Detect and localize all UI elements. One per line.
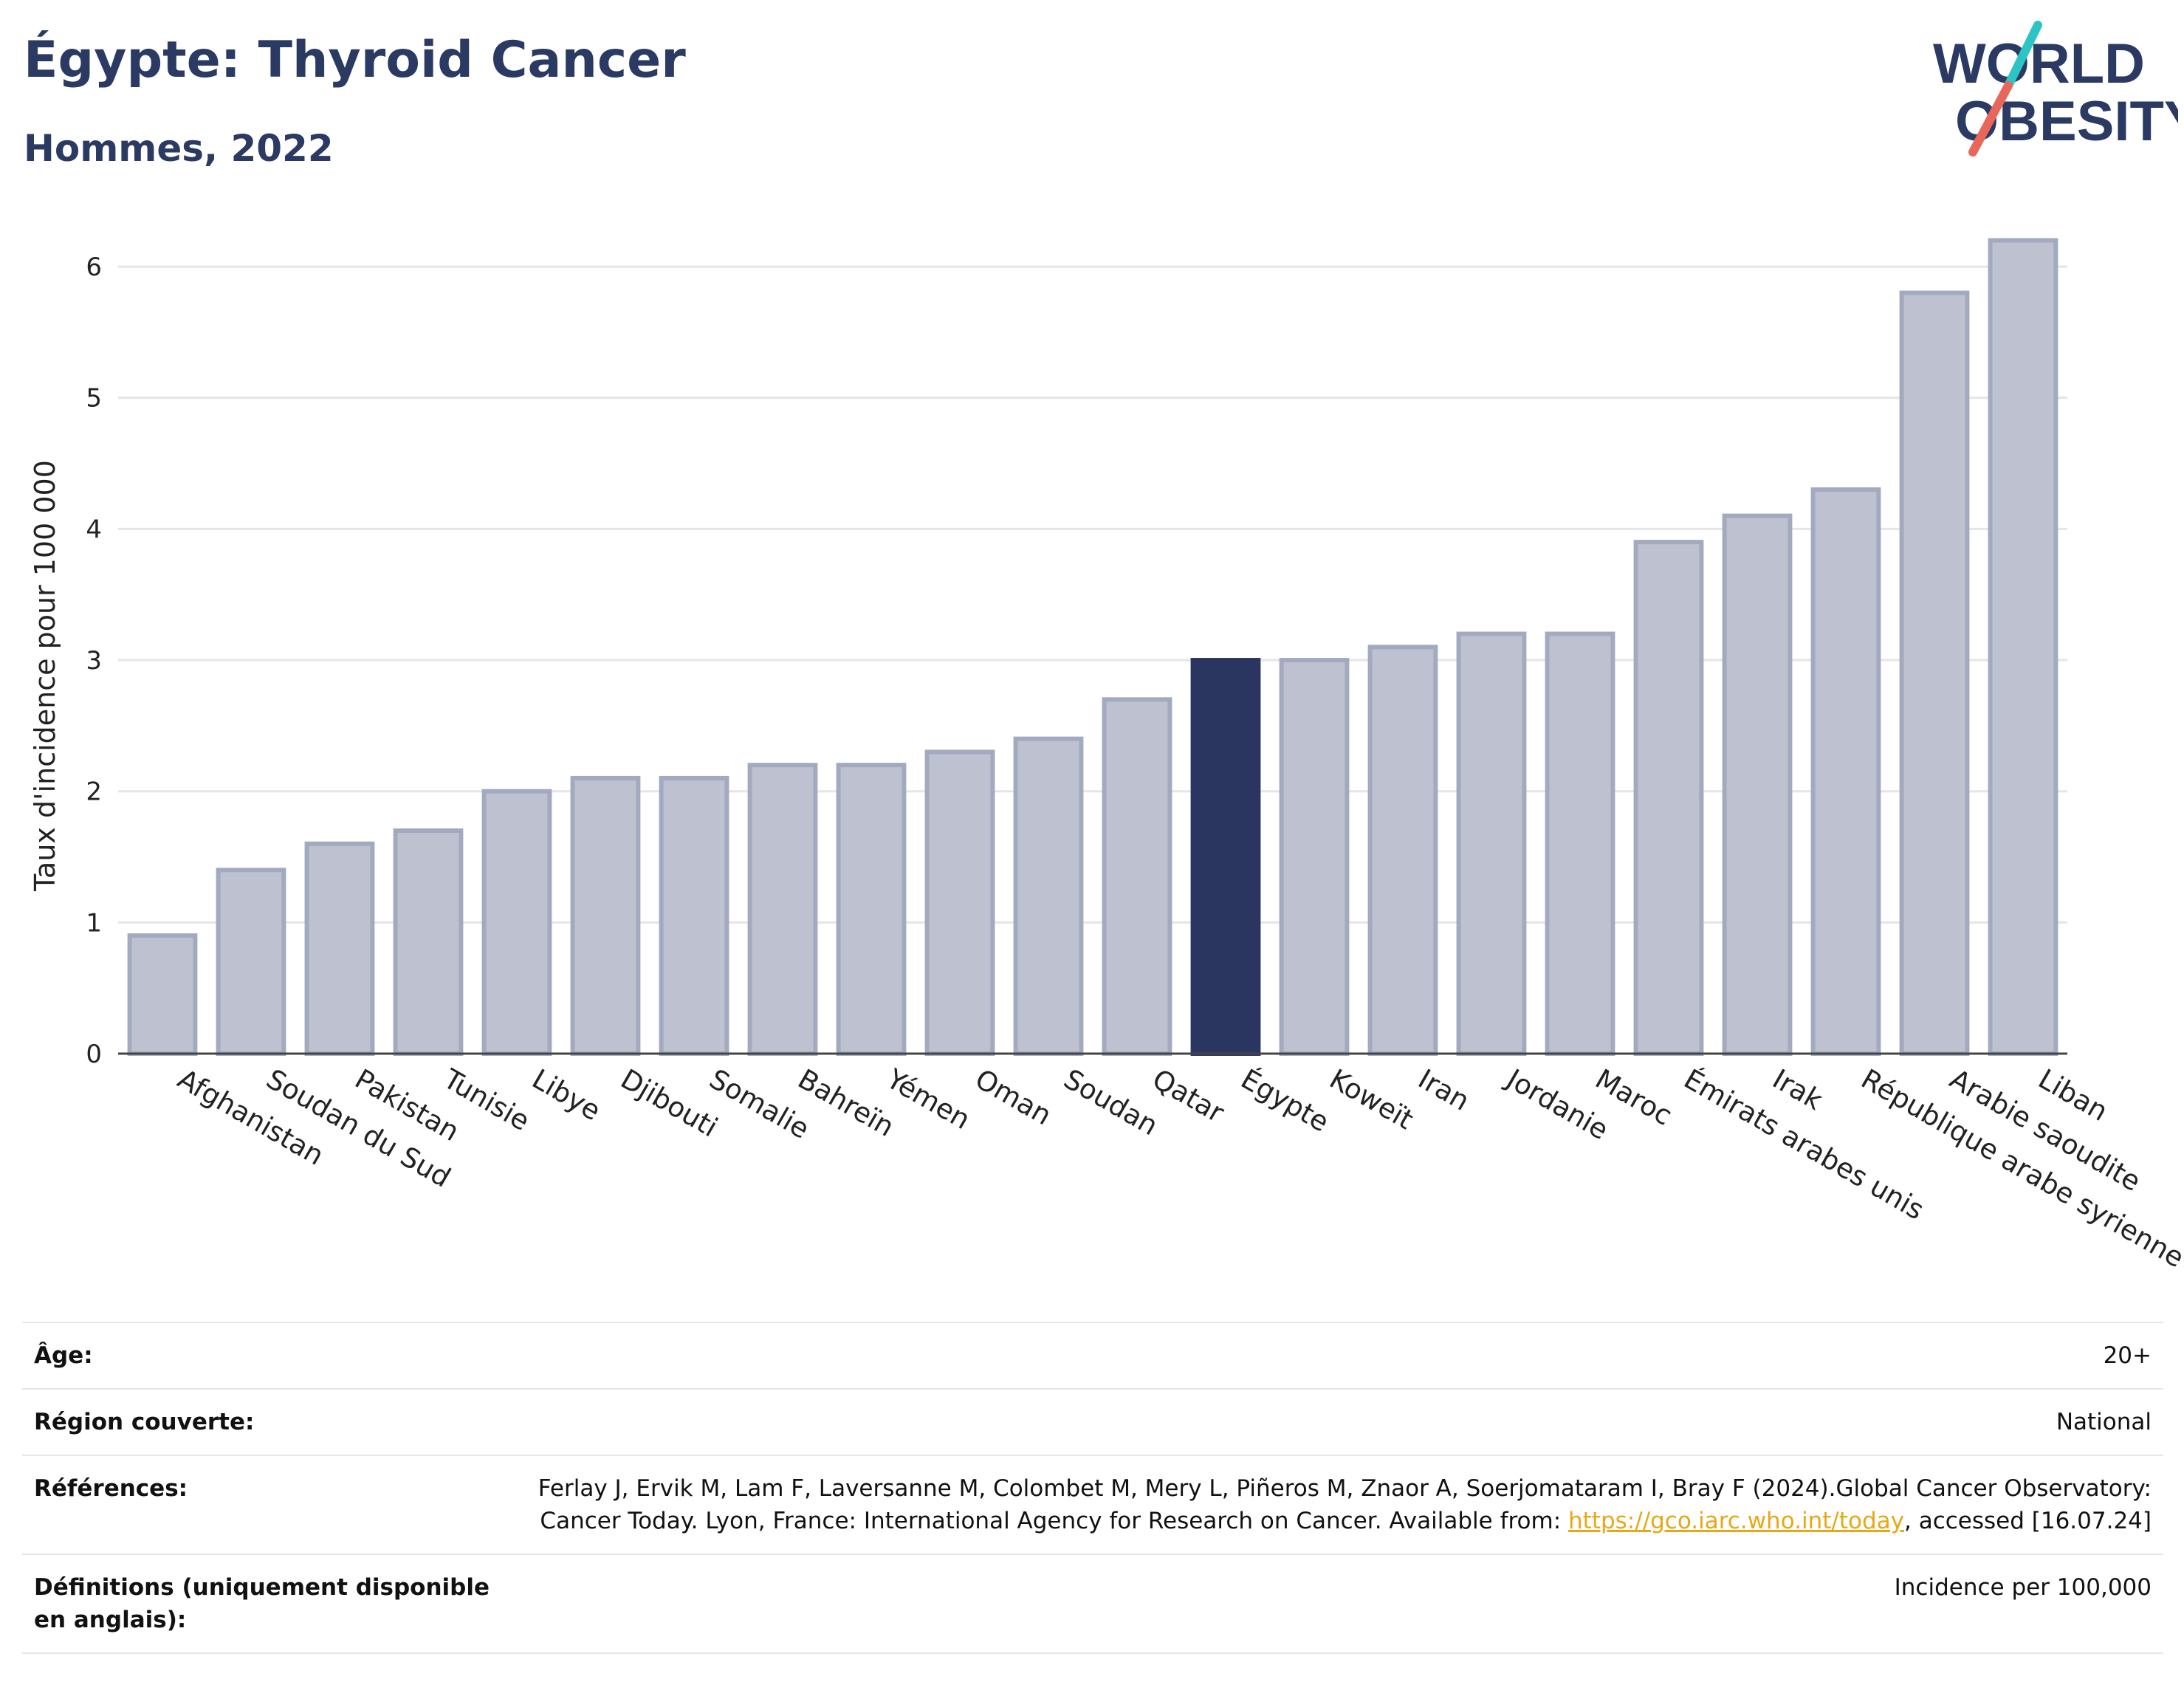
bar (127, 933, 198, 1056)
bar (1279, 658, 1350, 1056)
x-tick-label: Oman (970, 1063, 1057, 1132)
bars (127, 238, 2058, 1056)
bar (570, 775, 641, 1056)
x-tick-label: Libye (527, 1063, 606, 1127)
meta-label: Âge: (22, 1322, 518, 1390)
chart-title: Égypte: Thyroid Cancer (24, 31, 686, 89)
bar (659, 775, 729, 1056)
bar-highlight (1190, 658, 1261, 1056)
reference-text: Ferlay J, Ervik M, Lam F, Laversanne M, … (538, 1475, 2152, 1534)
bar (836, 763, 907, 1056)
bar (1367, 645, 1438, 1056)
logo-slash-teal (2004, 21, 2042, 90)
x-tick-label: Yémen (881, 1062, 976, 1136)
meta-label: Références: (22, 1455, 518, 1555)
meta-row-age: Âge: 20+ (22, 1322, 2163, 1390)
reference-accessed: , accessed [16.07.24] (1903, 1508, 2152, 1534)
meta-label: Région couverte: (22, 1388, 518, 1456)
meta-value: National (518, 1388, 2163, 1456)
reference-link[interactable]: https://gco.iarc.who.int/today (1568, 1508, 1904, 1534)
bar (1102, 697, 1172, 1056)
world-obesity-logo: WORLD OBESITY (1933, 21, 2178, 157)
metadata-table: Âge: 20+ Région couverte: National Référ… (22, 1322, 2163, 1654)
bar (1988, 238, 2058, 1056)
bar (1899, 290, 1970, 1056)
bar (1545, 631, 1615, 1056)
meta-value: Incidence per 100,000 (518, 1553, 2163, 1654)
bar (1633, 540, 1704, 1056)
bar (216, 868, 286, 1056)
chart-subtitle: Hommes, 2022 (24, 127, 334, 170)
x-tick-label: Jordanie (1500, 1062, 1614, 1147)
meta-row-region: Région couverte: National (22, 1388, 2163, 1456)
meta-value: 20+ (518, 1322, 2163, 1390)
y-tick-label: 4 (86, 515, 102, 544)
bar (1013, 736, 1084, 1056)
bar (481, 789, 552, 1056)
y-axis-label: Taux d'incidence pour 100 000 (29, 460, 61, 892)
x-tick-label: Égypte (1236, 1062, 1335, 1139)
logo-slash-coral (1968, 81, 2013, 157)
x-tick-label: Koweït (1325, 1063, 1419, 1136)
meta-row-references: Références: Ferlay J, Ervik M, Lam F, La… (22, 1455, 2163, 1555)
x-tick-label: Somalie (704, 1063, 815, 1145)
y-tick-label: 3 (86, 646, 102, 676)
y-tick-label: 5 (86, 384, 102, 413)
logo-line1: WORLD (1933, 32, 2145, 95)
bar (924, 749, 995, 1056)
bar (747, 763, 818, 1056)
y-tick-label: 1 (86, 908, 102, 938)
y-tick-label: 2 (86, 777, 102, 807)
y-axis-ticks: 0 1 2 3 4 5 6 (86, 253, 102, 1069)
bar (393, 828, 464, 1056)
y-tick-label: 0 (86, 1040, 102, 1069)
meta-label: Définitions (uniquement disponible en an… (22, 1553, 518, 1654)
y-tick-label: 6 (86, 253, 102, 282)
x-tick-label: Iran (1413, 1063, 1475, 1117)
x-tick-label: Irak (1768, 1063, 1829, 1117)
x-tick-label: Bahreïn (793, 1063, 900, 1143)
meta-row-definitions: Définitions (uniquement disponible en an… (22, 1553, 2163, 1654)
x-tick-label: Soudan (1059, 1063, 1164, 1142)
x-tick-label: Djibouti (616, 1063, 724, 1144)
meta-value-references: Ferlay J, Ervik M, Lam F, Laversanne M, … (518, 1455, 2163, 1555)
bar (304, 841, 375, 1056)
bar (1722, 513, 1793, 1056)
bar (1810, 487, 1881, 1056)
bar (1456, 631, 1527, 1056)
